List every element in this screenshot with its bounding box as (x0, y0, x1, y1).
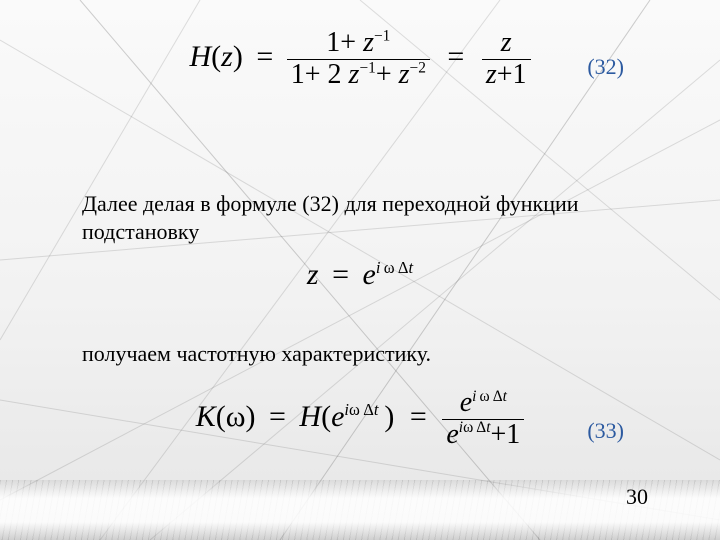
den-plus1: + (305, 59, 321, 90)
sub-base: e (362, 258, 375, 291)
eq33-den-d: Δ (476, 419, 486, 436)
eq-sign: = (250, 40, 279, 73)
eq33-den-1: 1 (506, 419, 520, 450)
sub-exp-t: t (409, 258, 414, 277)
frac2-den-a: z (486, 59, 497, 90)
eq33-mid-e: e (331, 400, 344, 433)
sub-exp-om: ω (384, 258, 395, 277)
num-plus: + (340, 27, 356, 58)
equation-substitution: z = ei ω Δt (307, 258, 413, 292)
eq33-frac: ei ω Δt eiω Δt+1 (442, 388, 524, 451)
equation-32-label: (32) (587, 54, 624, 80)
eq33-K: K (196, 400, 216, 433)
den-c-base: z (399, 59, 410, 90)
den-plus2: + (376, 59, 392, 90)
equation-33: K(ω) = H(eiω Δt ) = ei ω Δt eiω Δt+1 (196, 388, 525, 451)
eq33-num-t: t (503, 388, 507, 405)
den-a: 1 (291, 59, 305, 90)
frac2-den-plus: + (497, 59, 513, 90)
paragraph-1: Далее делая в формуле (32) для переходно… (82, 190, 650, 245)
equation-33-row: K(ω) = H(eiω Δt ) = ei ω Δt eiω Δt+1 (33… (0, 388, 720, 451)
eq33-num-i: i (472, 388, 476, 405)
sub-exp-d: Δ (398, 258, 409, 277)
equation-32: H(z) = 1+ z−1 1+ 2 z−1+ z−2 = z z+1 (189, 28, 530, 91)
eq32-frac2: z z+1 (482, 28, 531, 91)
eq32-frac1: 1+ z−1 1+ 2 z−1+ z−2 (287, 28, 430, 91)
page-number: 30 (626, 484, 648, 510)
den-c-exp: −2 (410, 59, 426, 76)
equation-substitution-row: z = ei ω Δt (0, 258, 720, 292)
eq32-lhs-arg: z (221, 40, 233, 73)
eq33-num-e: e (460, 387, 472, 418)
sub-lhs: z (307, 258, 319, 291)
num-b-base: z (363, 27, 374, 58)
equation-33-label: (33) (587, 418, 624, 444)
eq33-omega: ω (226, 400, 246, 433)
eq33-H: H (299, 400, 321, 433)
eq33-den-om: ω (463, 419, 473, 436)
eq32-lhs-fn: H (189, 40, 211, 73)
eq33-num-om: ω (480, 388, 490, 405)
eq-sign-2: = (437, 40, 474, 73)
sub-eq: = (326, 258, 355, 291)
den-b-coef: 2 (328, 59, 342, 90)
eq33-num-d: Δ (493, 388, 503, 405)
eq33-mid-om: ω (349, 400, 360, 419)
num-a: 1 (326, 27, 340, 58)
sub-exp-i: i (376, 258, 381, 277)
eq33-mid-d: Δ (363, 400, 374, 419)
slide: H(z) = 1+ z−1 1+ 2 z−1+ z−2 = z z+1 (0, 0, 720, 540)
eq33-eq2: = (402, 400, 435, 433)
frac2-num: z (501, 27, 512, 58)
paragraph-2: получаем частотную характеристику. (82, 340, 650, 368)
eq33-den-e: e (446, 419, 458, 450)
content: H(z) = 1+ z−1 1+ 2 z−1+ z−2 = z z+1 (0, 0, 720, 540)
eq33-mid-t: t (374, 400, 379, 419)
frac2-den-b: 1 (513, 59, 527, 90)
den-b-base: z (349, 59, 360, 90)
eq33-eq1: = (263, 400, 292, 433)
eq33-den-plus: + (490, 419, 506, 450)
den-b-exp: −1 (359, 59, 375, 76)
equation-32-row: H(z) = 1+ z−1 1+ 2 z−1+ z−2 = z z+1 (0, 28, 720, 91)
num-b-exp: −1 (374, 28, 390, 45)
